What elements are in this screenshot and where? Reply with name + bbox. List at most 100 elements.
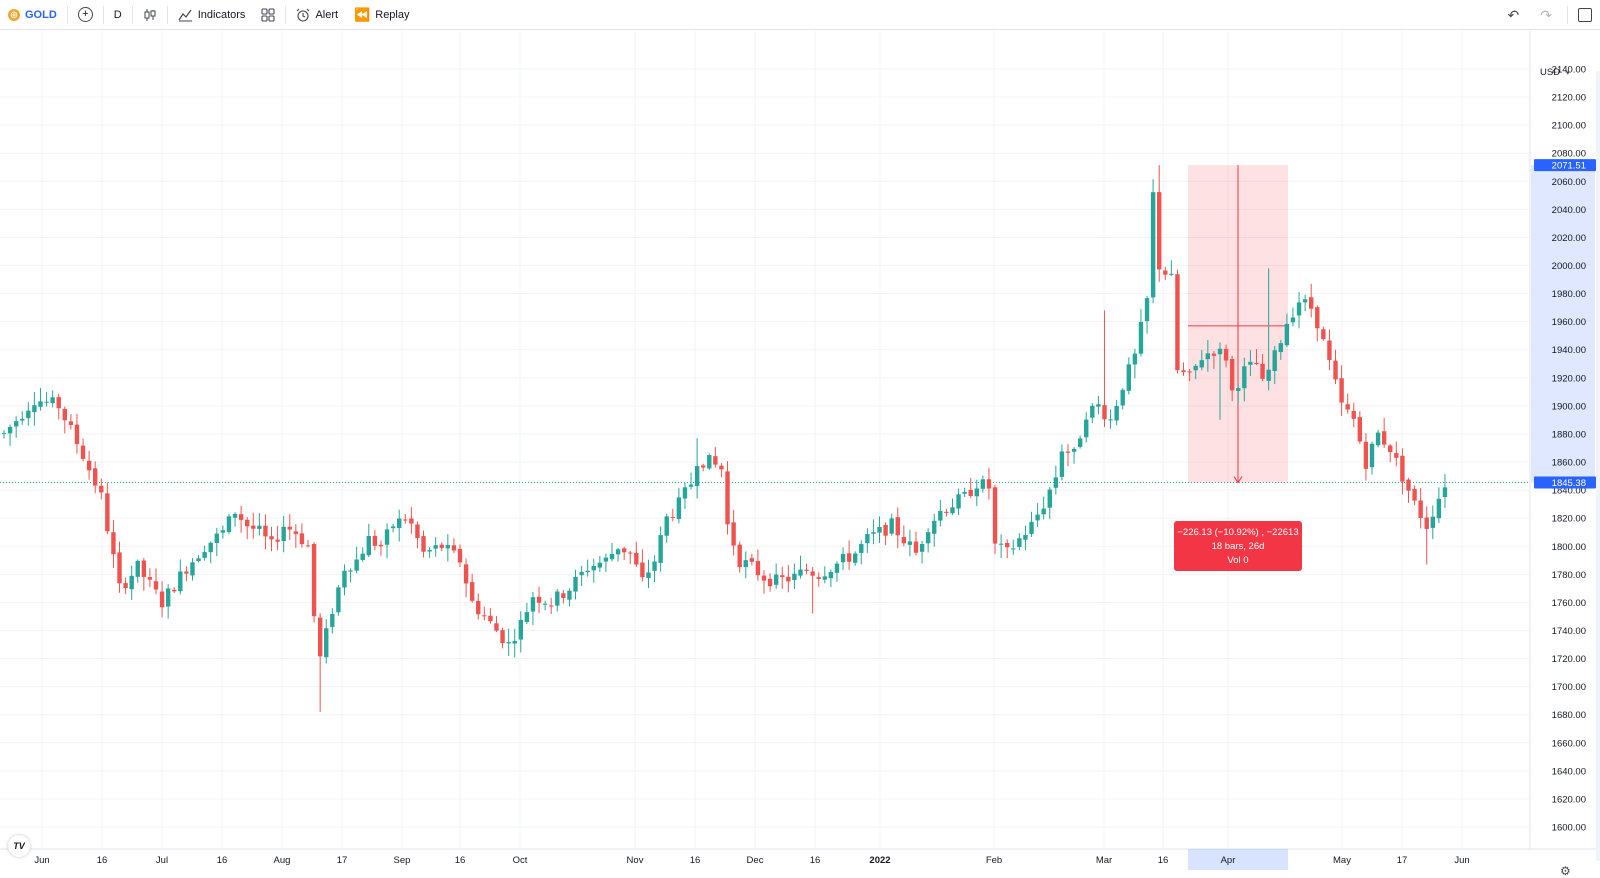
- replay-button[interactable]: ⏪ Replay: [346, 0, 417, 30]
- compare-add-button[interactable]: +: [70, 0, 101, 30]
- candle-body: [1077, 438, 1083, 447]
- currency-selector[interactable]: USD ▾: [1540, 67, 1570, 78]
- candle-body: [1315, 307, 1320, 329]
- candle-body: [1369, 443, 1375, 468]
- x-tick-label: 2022: [869, 855, 890, 866]
- candle-body: [1418, 500, 1423, 519]
- grid-layer: [0, 31, 1596, 870]
- candle-body: [1242, 366, 1247, 389]
- candle-body: [469, 582, 475, 601]
- candle-body: [1406, 479, 1411, 491]
- candle-body: [415, 524, 420, 539]
- candle-body: [1211, 353, 1217, 356]
- candle-body: [190, 562, 195, 576]
- candle-body: [56, 397, 61, 409]
- candle-body: [895, 517, 900, 536]
- measure-arrow-head: [1233, 476, 1243, 484]
- y-tick-label: 2020.00: [1552, 233, 1586, 244]
- templates-button[interactable]: [253, 0, 283, 30]
- plus-circle-icon: +: [77, 7, 93, 22]
- candle-body: [1096, 404, 1101, 407]
- divider: [1567, 5, 1568, 24]
- x-tick-label: Oct: [513, 855, 528, 866]
- y-tick-label: 1900.00: [1552, 401, 1586, 412]
- candle-body: [585, 570, 590, 573]
- candle-body: [846, 553, 852, 562]
- candle-body: [99, 485, 104, 493]
- candle-body: [865, 534, 870, 544]
- candle-body: [755, 561, 761, 576]
- candle-body: [1309, 297, 1314, 309]
- y-tick-label: 1980.00: [1552, 289, 1586, 300]
- candle-body: [1114, 405, 1119, 421]
- candle-body: [74, 424, 80, 445]
- candle-body: [238, 514, 244, 520]
- candle-body: [925, 532, 931, 544]
- candle-body: [275, 539, 280, 542]
- undo-button[interactable]: ↶: [1500, 0, 1533, 30]
- alert-button[interactable]: Alert: [288, 0, 346, 30]
- y-tick-label: 1820.00: [1552, 514, 1586, 525]
- redo-button[interactable]: ↷: [1532, 0, 1565, 30]
- tradingview-logo[interactable]: TV: [8, 835, 30, 857]
- x-tick-label: Dec: [747, 855, 764, 866]
- candle-body: [907, 541, 913, 545]
- chart-area[interactable]: 2140.00 2120.00 2100.00 2080.00 2060.00 2040.…: [0, 31, 1600, 878]
- candle-body: [336, 587, 341, 613]
- candle-body: [1005, 542, 1010, 548]
- candle-body: [1296, 302, 1302, 316]
- interval-button[interactable]: D: [106, 0, 130, 30]
- candle-body: [366, 536, 371, 556]
- y-tick-label: 1780.00: [1552, 570, 1586, 581]
- candle-body: [731, 522, 736, 546]
- candle-body: [147, 577, 153, 580]
- candle-body: [761, 575, 767, 581]
- price-scale-rail: [1596, 71, 1600, 861]
- candle-body: [348, 570, 353, 572]
- alarm-clock-icon: [297, 8, 310, 22]
- chart-type-button[interactable]: [135, 0, 165, 30]
- candle-body: [992, 487, 998, 544]
- candle-body: [719, 465, 724, 470]
- candles-layer: [1, 165, 1448, 712]
- top-toolbar: ◎ GOLD + D Indicators: [0, 0, 1600, 30]
- divider: [166, 5, 168, 24]
- candle-body: [1090, 405, 1095, 418]
- candle-body: [251, 525, 256, 529]
- candle-body: [944, 511, 949, 513]
- candle-body: [670, 516, 675, 518]
- y-tick-label: 2060.00: [1552, 177, 1586, 188]
- candle-body: [494, 623, 499, 631]
- candle-body: [123, 583, 128, 589]
- gear-icon[interactable]: ⚙: [1560, 864, 1571, 878]
- candle-body: [202, 552, 207, 558]
- x-tick-label: Jun: [34, 855, 49, 866]
- symbol-button[interactable]: ◎ GOLD: [0, 0, 65, 30]
- candle-body: [1351, 410, 1356, 419]
- candle-body: [1260, 363, 1265, 379]
- candle-body: [1400, 455, 1405, 482]
- candle-body: [1199, 360, 1204, 368]
- candle-body: [281, 526, 286, 542]
- candle-body: [1284, 323, 1290, 346]
- candle-body: [1065, 451, 1071, 453]
- candle-body: [1163, 270, 1168, 275]
- square-icon: [1578, 7, 1592, 22]
- candle-body: [810, 571, 815, 576]
- candle-body: [773, 574, 779, 585]
- candle-body: [804, 569, 809, 571]
- candle-body: [1442, 487, 1448, 498]
- candle-body: [1412, 488, 1417, 501]
- candle-body: [433, 545, 438, 549]
- candlestick-icon: [144, 8, 156, 21]
- candle-body: [129, 575, 134, 590]
- candle-body: [658, 535, 663, 563]
- price-chart[interactable]: 2140.00 2120.00 2100.00 2080.00 2060.00 2040.…: [0, 31, 1600, 870]
- layout-button[interactable]: [1570, 0, 1600, 30]
- high-price-label-bg: [1534, 159, 1596, 172]
- candle-body: [962, 491, 967, 494]
- x-tick-label: 16: [217, 855, 228, 866]
- divider: [66, 5, 68, 24]
- candle-body: [165, 588, 171, 607]
- indicators-button[interactable]: Indicators: [170, 0, 254, 30]
